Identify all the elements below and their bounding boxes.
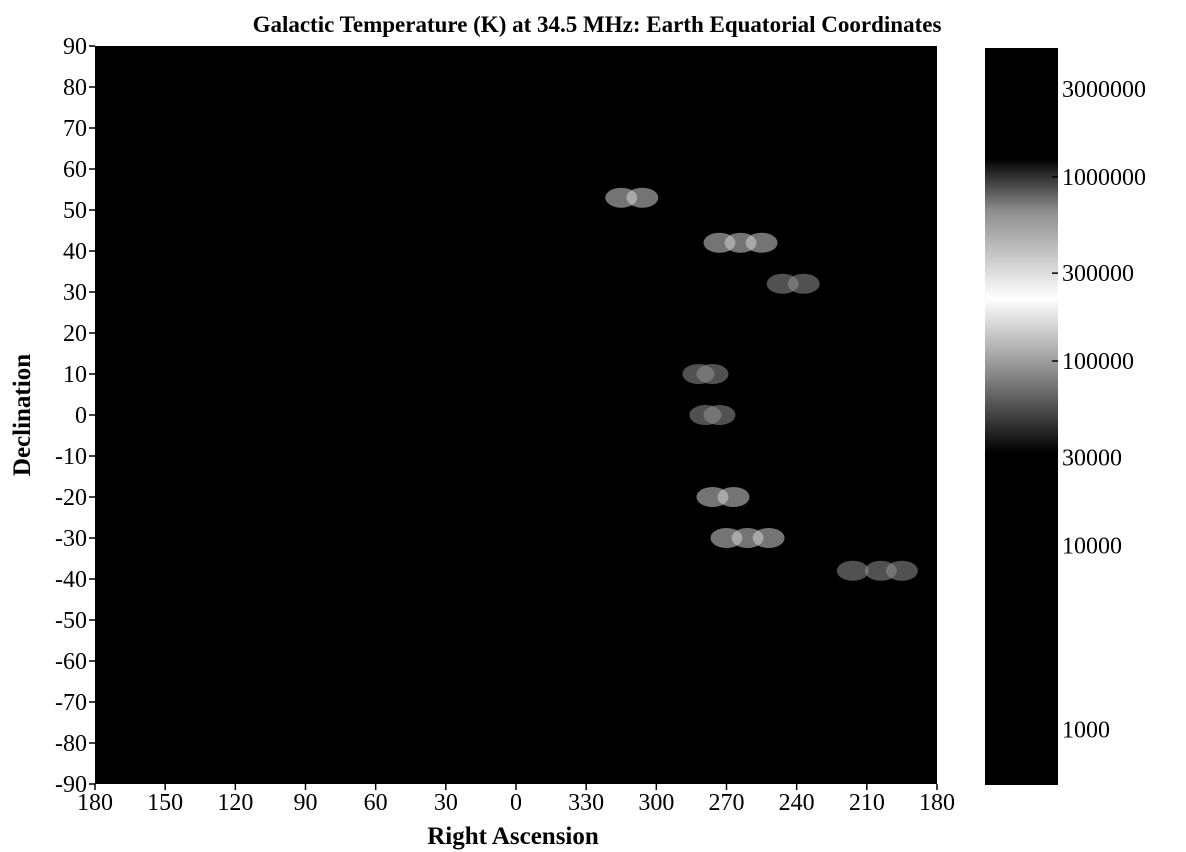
y-tick-label: -70	[55, 690, 87, 716]
y-tick-label: 40	[63, 239, 87, 265]
x-tick-label: 180	[77, 790, 113, 816]
x-axis: 180 150 120 90 60 30 0 330 300 270 240 210 180	[77, 784, 955, 816]
x-tick-label: 330	[568, 790, 604, 816]
y-tick-label: 70	[63, 116, 87, 142]
x-tick-label: 90	[294, 790, 318, 816]
y-tick-label: -90	[55, 772, 87, 798]
heatmap-cell	[626, 187, 659, 208]
heatmap-background	[95, 46, 937, 784]
y-tick-label: -60	[55, 649, 87, 675]
y-tick-label: 90	[63, 34, 87, 60]
x-tick-label: 270	[709, 790, 745, 816]
x-tick-label: 300	[638, 790, 674, 816]
colorbar-tick-label: 10000	[1062, 533, 1122, 559]
y-tick-label: 10	[63, 362, 87, 388]
heatmap-cell	[836, 560, 869, 581]
x-tick-label: 240	[779, 790, 815, 816]
x-tick-label: 210	[849, 790, 885, 816]
heatmap-cell	[542, 167, 575, 188]
y-tick-label: 30	[63, 280, 87, 306]
y-tick-label: -30	[55, 526, 87, 552]
y-tick-label: 20	[63, 321, 87, 347]
x-tick-label: 0	[510, 790, 522, 816]
heatmap-cell	[703, 405, 736, 425]
chart-title: Galactic Temperature (K) at 34.5 MHz: Ea…	[253, 12, 942, 37]
y-tick-label: -40	[55, 567, 87, 593]
heatmap-cell	[584, 167, 617, 188]
heatmap-cell	[885, 560, 918, 581]
y-axis-label: Declination	[9, 354, 36, 476]
heatmap-cell	[514, 167, 547, 188]
x-tick-label: 60	[364, 790, 388, 816]
heatmap-cell	[752, 528, 785, 548]
y-tick-label: -10	[55, 444, 87, 470]
x-axis-label: Right Ascension	[427, 823, 599, 850]
colorbar-tick-label: 300000	[1062, 261, 1134, 287]
heatmap-cell	[787, 273, 820, 294]
y-tick-label: -20	[55, 485, 87, 511]
heatmap-cell	[745, 232, 778, 253]
y-tick-label: 50	[63, 198, 87, 224]
colorbar-tick-label: 1000	[1062, 718, 1110, 744]
y-tick-label: 60	[63, 157, 87, 183]
y-tick-label: 80	[63, 75, 87, 101]
plot-area	[95, 46, 937, 784]
y-tick-label: -50	[55, 608, 87, 634]
colorbar: 3000000 1000000 300000 100000 30000 10000 1000	[985, 48, 1146, 785]
heatmap-cells	[485, 167, 918, 581]
heatmap-cell	[485, 167, 518, 188]
y-tick-label: -80	[55, 731, 87, 757]
colorbar-ticks: 3000000 1000000 300000 100000 30000 10000 1000	[1052, 77, 1146, 744]
colorbar-tick-label: 30000	[1062, 445, 1122, 471]
x-tick-label: 180	[919, 790, 955, 816]
heatmap-cell	[717, 487, 750, 507]
colorbar-gradient	[985, 48, 1058, 785]
x-tick-label: 30	[434, 790, 458, 816]
y-axis: 90 80 70 60 50 40 30 20 10 0 -10 -20 -30 -40 -50 -60 -70…	[55, 34, 95, 798]
x-tick-label: 120	[217, 790, 253, 816]
colorbar-tick-label: 1000000	[1062, 165, 1146, 191]
colorbar-tick-label: 3000000	[1062, 77, 1146, 103]
x-tick-label: 150	[147, 790, 183, 816]
colorbar-tick-label: 100000	[1062, 349, 1134, 375]
y-tick-label: 0	[75, 403, 87, 429]
heatmap-cell	[696, 364, 729, 384]
